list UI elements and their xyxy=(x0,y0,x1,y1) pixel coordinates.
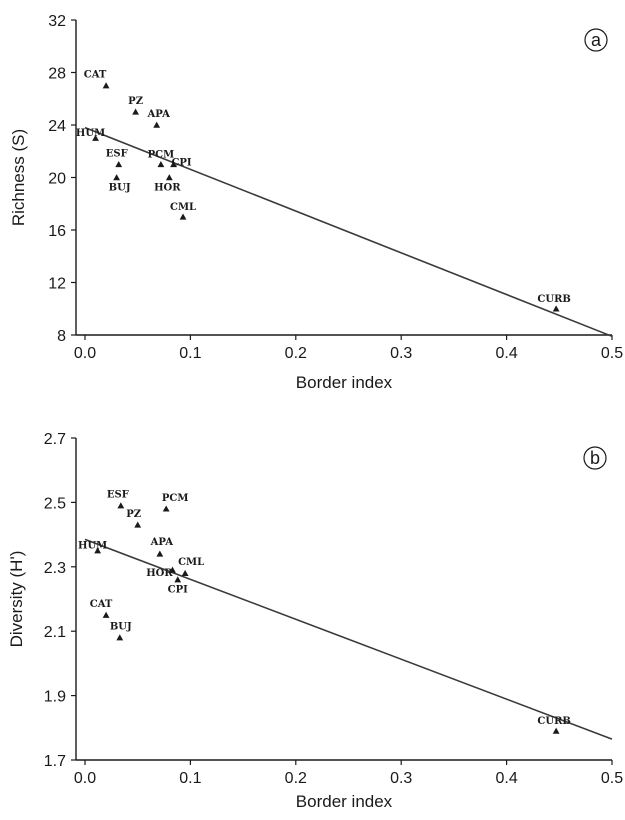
panel-a-richness-chart: 8 12 16 20 24 28 32 0.0 0.1 0.2 0.3 0.4 0.5 Border in… xyxy=(9,13,623,392)
data-label-apa: APA xyxy=(150,537,174,548)
data-point-cat xyxy=(102,82,110,89)
data-label-cml: CML xyxy=(178,557,204,568)
x-axis-title: Border index xyxy=(296,373,393,392)
x-tick-label: 0.0 xyxy=(74,770,96,787)
x-tick-label: 0.1 xyxy=(179,345,201,362)
panel-tag-circle xyxy=(584,28,608,52)
y-tick-label: 2.5 xyxy=(44,495,66,512)
y-tick-label: 2.3 xyxy=(44,560,66,577)
data-point-esf xyxy=(117,502,125,509)
y-tick-label: 2.7 xyxy=(44,431,66,448)
data-label-apa: APA xyxy=(147,109,171,120)
data-point-buj xyxy=(113,174,121,181)
y-axis-title: Diversity (H') xyxy=(7,551,26,648)
data-point-hum xyxy=(92,134,99,141)
data-label-cat: CAT xyxy=(90,599,113,610)
panel-b-diversity-chart: 1.7 1.9 2.1 2.3 2.5 2.7 0.0 0.1 0.2 0.3 0.4 0.5 Bord… xyxy=(7,431,623,811)
data-point-pcm xyxy=(162,505,170,512)
x-tick-label: 0.4 xyxy=(495,770,517,787)
data-point-apa xyxy=(156,550,164,557)
panel-tag-label: b xyxy=(590,448,600,468)
x-tick-label: 0.3 xyxy=(390,345,412,362)
y-tick-label: 12 xyxy=(48,276,66,293)
data-label-hor: HOR xyxy=(146,568,173,579)
data-label-curb: CURB xyxy=(537,294,570,305)
x-tick-label: 0.4 xyxy=(495,345,517,362)
x-tick-label: 0.2 xyxy=(285,345,307,362)
data-point-cml xyxy=(181,569,189,576)
data-label-esf: ESF xyxy=(107,490,129,501)
data-label-cml: CML xyxy=(170,202,196,213)
data-label-hor: HOR xyxy=(154,183,181,194)
data-point-buj xyxy=(116,634,124,641)
data-label-curb: CURB xyxy=(537,716,570,727)
data-point-curb xyxy=(552,727,560,734)
y-tick-label: 2.1 xyxy=(44,624,66,641)
x-tick-label: 0.3 xyxy=(390,770,412,787)
data-label-buj: BUJ xyxy=(109,183,131,194)
x-tick-label: 0.1 xyxy=(179,770,201,787)
panel-tag-circle xyxy=(583,446,607,470)
data-point-apa xyxy=(153,121,161,128)
y-axis-title: Richness (S) xyxy=(9,129,28,226)
data-label-pz: PZ xyxy=(128,96,143,107)
data-point-cat xyxy=(102,611,110,618)
data-point-curb xyxy=(552,305,560,312)
x-tick-label: 0.5 xyxy=(601,345,623,362)
data-point-pz xyxy=(132,108,139,115)
data-label-cat: CAT xyxy=(84,70,107,81)
data-point-hum xyxy=(94,547,102,554)
data-label-pcm: PCM xyxy=(148,149,175,160)
data-point-cml xyxy=(179,213,187,220)
data-label-esf: ESF xyxy=(106,148,128,159)
data-point-pcm xyxy=(157,160,165,168)
data-point-pz xyxy=(134,521,142,528)
data-point-esf xyxy=(115,160,123,168)
y-tick-label: 20 xyxy=(48,171,66,188)
x-tick-label: 0.2 xyxy=(285,770,307,787)
data-point-hor xyxy=(169,566,176,573)
x-axis-title: Border index xyxy=(296,792,393,811)
panel-tag-label: a xyxy=(591,30,602,50)
data-label-cpi: CPI xyxy=(171,157,191,168)
data-point-hor xyxy=(165,174,173,181)
x-tick-label: 0.0 xyxy=(74,345,96,362)
y-tick-label: 1.9 xyxy=(44,689,66,706)
data-label-pz: PZ xyxy=(126,509,141,520)
x-tick-label: 0.5 xyxy=(601,770,623,787)
y-tick-label: 32 xyxy=(48,13,66,30)
y-tick-label: 24 xyxy=(48,118,66,135)
y-tick-label: 28 xyxy=(48,66,66,83)
data-point-cpi xyxy=(174,576,182,583)
data-label-pcm: PCM xyxy=(162,493,189,504)
y-tick-label: 8 xyxy=(57,328,66,345)
data-label-buj: BUJ xyxy=(110,622,132,633)
data-label-hum: HUM xyxy=(76,128,105,139)
y-tick-label: 16 xyxy=(48,223,66,240)
data-point-cpi xyxy=(170,160,177,168)
data-label-hum: HUM xyxy=(78,541,107,552)
y-tick-label: 1.7 xyxy=(44,753,66,770)
data-label-cpi: CPI xyxy=(168,585,188,596)
